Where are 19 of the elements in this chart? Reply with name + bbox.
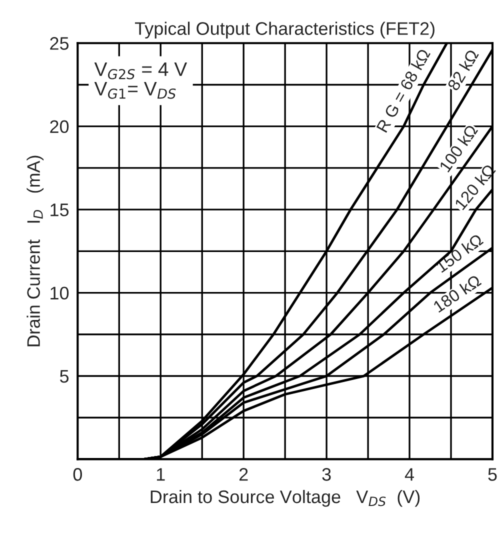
text: R G = 68 kΩ (376, 48, 431, 133)
y-tick-label: 20 (50, 120, 69, 134)
text: 82 kΩ (446, 48, 480, 92)
y-tick-label: 15 (50, 204, 69, 216)
x-tick-label: 1 (156, 468, 165, 481)
x-tick-label: 4 (404, 468, 414, 481)
x-tick-label: 0 (73, 468, 82, 481)
x-tick-label: 5 (488, 468, 497, 481)
y-tick-label: 5 (60, 370, 69, 383)
x-tick-label: 3 (322, 468, 331, 481)
text: V$_{G2S}$ = 4 V V$_{G1}$= V$_{DS}$ (94, 62, 188, 99)
text: 180 kΩ (432, 274, 482, 313)
chart-title: Typical Output Characteristics (FET2) (134, 22, 434, 39)
y-tick-label: 10 (50, 286, 69, 300)
x-tick-label: 2 (239, 468, 248, 481)
text: 100 kΩ (438, 124, 478, 173)
x-axis-title: Drain to Source Voltage V$_{DS}$ (V) (150, 490, 420, 507)
text: Drain Current I$_{D}$ (mA) (26, 156, 44, 346)
y-tick-label: 25 (50, 37, 69, 50)
